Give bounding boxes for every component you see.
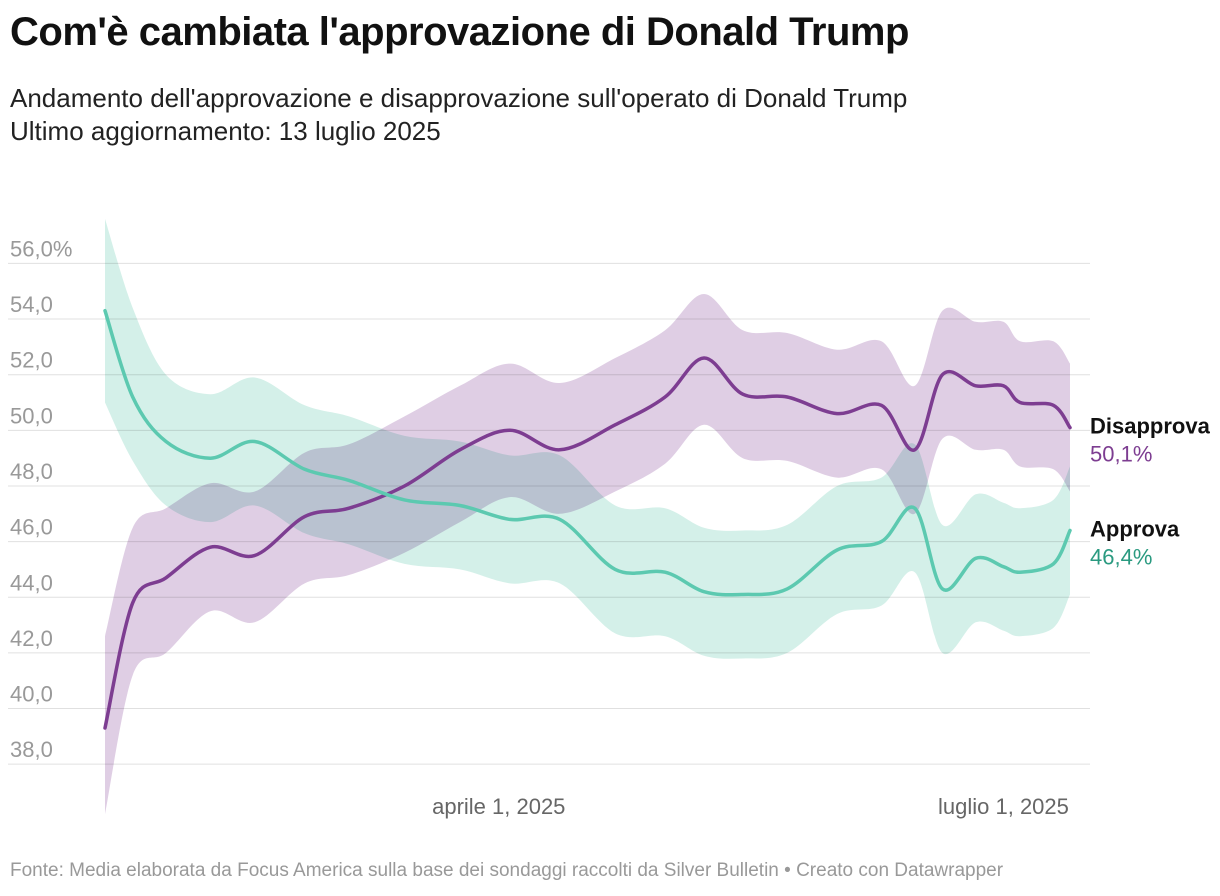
y-tick-label: 54,0 [10, 292, 53, 317]
y-tick-label: 44,0 [10, 570, 53, 595]
chart-title: Com'è cambiata l'approvazione di Donald … [10, 10, 909, 54]
y-tick-label: 56,0% [10, 236, 72, 261]
approve-line [103, 308, 1072, 597]
y-tick-label: 38,0 [10, 737, 53, 762]
series-end-labels: Disapprova 50,1% Approva 46,4% [1090, 414, 1211, 570]
x-tick-label: luglio 1, 2025 [938, 794, 1069, 819]
source-footer: Fonte: Media elaborata da Focus America … [10, 860, 1004, 881]
x-axis-ticks: aprile 1, 2025 luglio 1, 2025 [432, 794, 1069, 819]
approval-line-chart: 56,0% 54,0 52,0 50,0 48,0 46,0 44,0 42,0 40,0 38,… [8, 218, 1211, 819]
subtitle-description: Andamento dell'approvazione e disapprova… [10, 83, 908, 113]
approve-confidence-band [105, 218, 1070, 659]
y-tick-label: 46,0 [10, 515, 53, 540]
series-lines [103, 308, 1072, 730]
disapprove-line [103, 356, 1072, 730]
y-tick-label: 50,0 [10, 403, 53, 428]
confidence-bands [105, 218, 1070, 815]
disapprove-confidence-band [105, 294, 1070, 815]
disapprove-latest-value: 50,1% [1090, 442, 1152, 467]
approve-latest-value: 46,4% [1090, 544, 1152, 569]
y-axis-ticks: 56,0% 54,0 52,0 50,0 48,0 46,0 44,0 42,0 40,0 38,… [10, 236, 72, 762]
chart-subtitle: Andamento dell'approvazione e disapprova… [10, 82, 907, 148]
y-tick-label: 42,0 [10, 626, 53, 651]
x-tick-label: aprile 1, 2025 [432, 794, 565, 819]
y-tick-label: 52,0 [10, 348, 53, 373]
y-tick-label: 40,0 [10, 682, 53, 707]
approve-series-name: Approva [1090, 516, 1180, 541]
y-tick-label: 48,0 [10, 459, 53, 484]
disapprove-series-name: Disapprova [1090, 414, 1211, 439]
subtitle-last-update: Ultimo aggiornamento: 13 luglio 2025 [10, 116, 441, 146]
